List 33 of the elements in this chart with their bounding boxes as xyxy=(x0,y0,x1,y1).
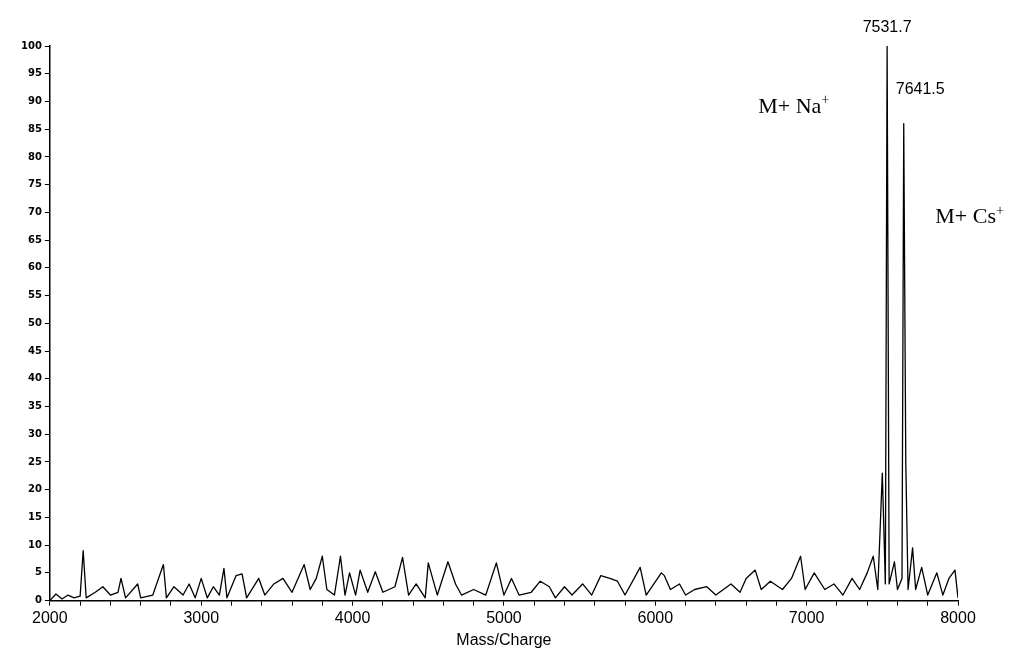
y-tick-label: 15 xyxy=(27,511,42,522)
x-axis-title: Mass/Charge xyxy=(456,630,552,648)
y-tick-label: 45 xyxy=(27,344,42,356)
y-tick-label: 70 xyxy=(27,205,42,217)
annotation: M+ Na+ xyxy=(758,90,830,118)
y-tick-label: 85 xyxy=(27,122,42,134)
y-tick-label: 75 xyxy=(27,178,42,190)
y-tick-label: 5 xyxy=(34,566,42,578)
y-tick-label: 10 xyxy=(27,538,42,550)
x-tick-label: 3000 xyxy=(183,608,220,626)
y-tick-label: 35 xyxy=(27,400,42,412)
y-tick-label: 0 xyxy=(34,594,42,606)
y-tick-label: 25 xyxy=(27,455,42,467)
x-tick-label: 4000 xyxy=(334,608,371,626)
x-tick-label: 5000 xyxy=(486,608,522,626)
x-tick-label: 2000 xyxy=(32,608,68,626)
y-tick-label: 55 xyxy=(27,289,42,301)
y-tick-label: 40 xyxy=(27,372,42,384)
y-tick-label: 65 xyxy=(27,233,42,245)
y-tick-label: 80 xyxy=(27,150,42,162)
y-tick-label: 95 xyxy=(27,67,42,79)
y-tick-label: 100 xyxy=(21,39,42,51)
annotation: 7531.7 xyxy=(862,18,912,35)
x-tick-label: 6000 xyxy=(637,608,674,626)
y-tick-label: 60 xyxy=(27,261,42,273)
y-tick-label: 30 xyxy=(27,427,42,439)
annotation: M+ Cs+ xyxy=(935,201,1005,229)
y-tick-label: 50 xyxy=(27,316,42,328)
y-tick-label: 90 xyxy=(27,95,42,107)
x-tick-label: 8000 xyxy=(940,608,976,626)
y-tick-label: 20 xyxy=(27,483,42,495)
annotation: 7641.5 xyxy=(895,79,945,97)
x-tick-label: 7000 xyxy=(788,608,825,626)
